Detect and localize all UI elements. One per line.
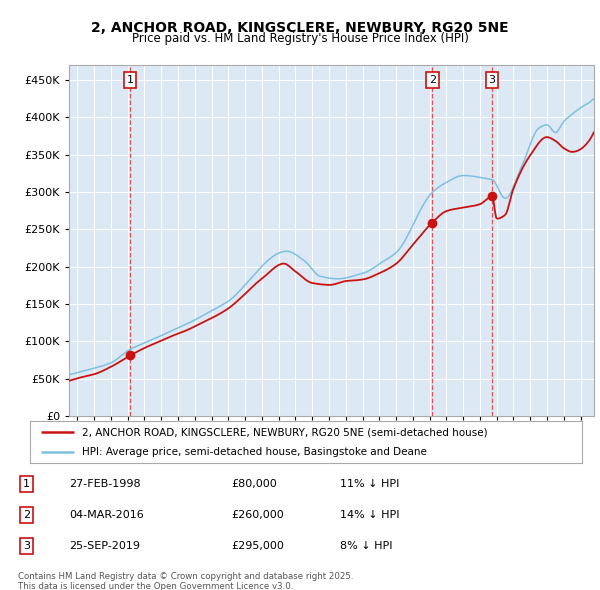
Text: £260,000: £260,000 xyxy=(231,510,284,520)
Text: HPI: Average price, semi-detached house, Basingstoke and Deane: HPI: Average price, semi-detached house,… xyxy=(82,447,427,457)
Text: £295,000: £295,000 xyxy=(231,541,284,551)
Text: 3: 3 xyxy=(488,75,496,85)
Text: 04-MAR-2016: 04-MAR-2016 xyxy=(70,510,145,520)
Text: Contains HM Land Registry data © Crown copyright and database right 2025.: Contains HM Land Registry data © Crown c… xyxy=(18,572,353,581)
Text: 8% ↓ HPI: 8% ↓ HPI xyxy=(340,541,393,551)
Text: 1: 1 xyxy=(127,75,134,85)
Text: 25-SEP-2019: 25-SEP-2019 xyxy=(70,541,140,551)
Text: 11% ↓ HPI: 11% ↓ HPI xyxy=(340,478,400,489)
Text: 2, ANCHOR ROAD, KINGSCLERE, NEWBURY, RG20 5NE (semi-detached house): 2, ANCHOR ROAD, KINGSCLERE, NEWBURY, RG2… xyxy=(82,427,488,437)
Text: 1: 1 xyxy=(23,478,30,489)
Text: This data is licensed under the Open Government Licence v3.0.: This data is licensed under the Open Gov… xyxy=(18,582,293,590)
Text: 27-FEB-1998: 27-FEB-1998 xyxy=(70,478,141,489)
Text: 2: 2 xyxy=(429,75,436,85)
Text: 2, ANCHOR ROAD, KINGSCLERE, NEWBURY, RG20 5NE: 2, ANCHOR ROAD, KINGSCLERE, NEWBURY, RG2… xyxy=(91,21,509,35)
Text: 14% ↓ HPI: 14% ↓ HPI xyxy=(340,510,400,520)
Text: 2: 2 xyxy=(23,510,30,520)
Text: 3: 3 xyxy=(23,541,30,551)
Text: Price paid vs. HM Land Registry's House Price Index (HPI): Price paid vs. HM Land Registry's House … xyxy=(131,32,469,45)
Text: £80,000: £80,000 xyxy=(231,478,277,489)
